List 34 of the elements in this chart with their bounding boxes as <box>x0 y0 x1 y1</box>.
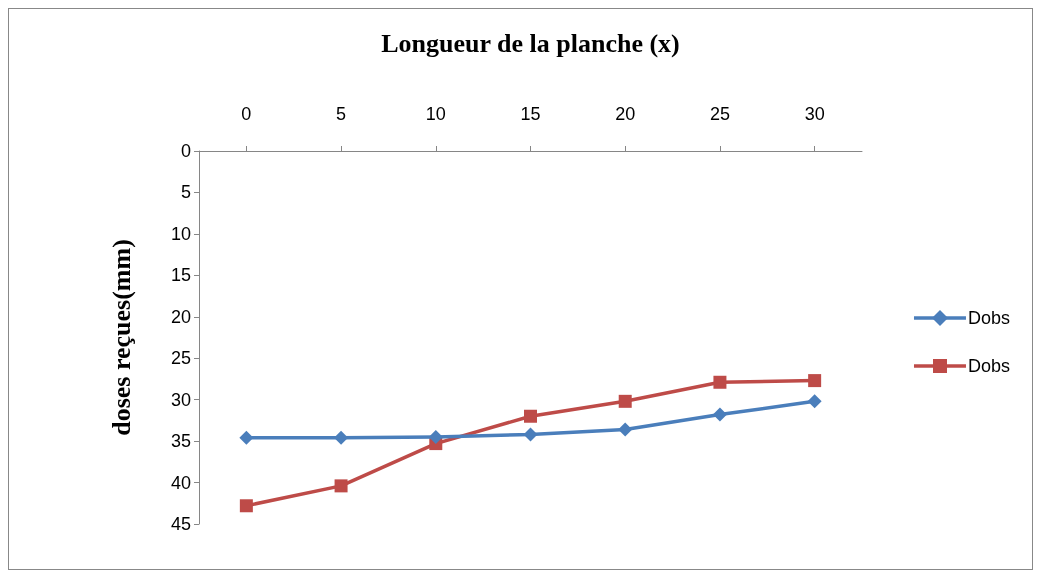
point <box>807 394 822 409</box>
y-axis-title: doses reçues(mm) <box>106 239 136 436</box>
y-tick-label: 10 <box>170 223 191 244</box>
point <box>524 409 537 423</box>
point <box>523 427 538 442</box>
legend-label: Dobs <box>967 356 1011 376</box>
point <box>713 375 727 389</box>
point <box>618 422 633 437</box>
x-tick-label: 20 <box>615 104 636 124</box>
y-tick-label: 45 <box>170 514 191 534</box>
x-tick-label: 30 <box>804 104 825 124</box>
point <box>808 374 822 388</box>
x-tick-label: 10 <box>425 104 446 124</box>
y-tick-label: 20 <box>170 306 191 327</box>
point <box>239 499 253 513</box>
legend-label: Dobs <box>967 308 1011 328</box>
point <box>334 430 349 445</box>
y-tick-label: 5 <box>180 182 191 203</box>
y-tick-label: 30 <box>170 389 191 410</box>
y-tick-label: 25 <box>170 348 191 369</box>
x-tick-label: 0 <box>241 104 252 124</box>
point <box>428 429 443 444</box>
x-tick-label: 25 <box>709 104 730 124</box>
y-tick-label: 35 <box>170 431 191 452</box>
point <box>334 479 348 493</box>
x-tick-label: 15 <box>520 104 541 124</box>
point <box>712 407 727 422</box>
x-tick-label: 5 <box>336 104 347 124</box>
y-tick-label: 40 <box>170 472 191 493</box>
y-tick-label: 15 <box>170 265 191 286</box>
x-axis-title: Longueur de la planche (x) <box>381 28 680 58</box>
y-tick-label: 0 <box>180 141 191 161</box>
point <box>239 430 254 445</box>
point <box>618 394 632 408</box>
